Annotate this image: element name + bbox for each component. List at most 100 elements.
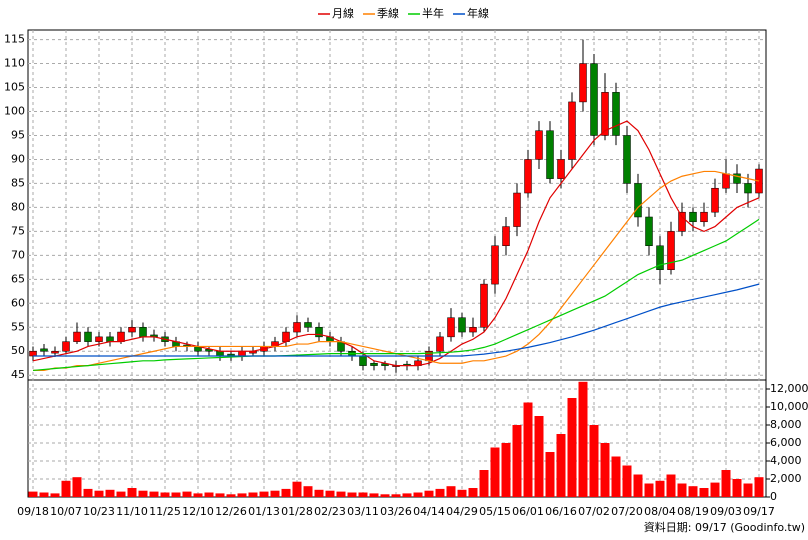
candle-body xyxy=(436,336,444,352)
volume-bar xyxy=(534,416,544,497)
x-tick-label: 09/17 xyxy=(743,505,775,518)
volume-bar xyxy=(501,443,511,497)
volume-bar xyxy=(369,493,379,497)
y-tick-label: 45 xyxy=(11,368,25,381)
volume-bar xyxy=(732,479,742,497)
candle-body xyxy=(359,355,367,366)
legend-label: 半年 xyxy=(422,6,444,20)
volume-bar xyxy=(457,489,467,497)
x-tick-label: 09/18 xyxy=(17,505,49,518)
volume-bar xyxy=(248,492,258,497)
volume-bar xyxy=(699,488,709,497)
x-tick-label: 04/29 xyxy=(446,505,478,518)
candle-body xyxy=(84,331,92,342)
volume-bar xyxy=(237,493,247,497)
x-tick-label: 07/20 xyxy=(611,505,643,518)
volume-bar xyxy=(193,493,203,497)
candle-body xyxy=(634,183,642,218)
candle-body xyxy=(590,63,598,136)
candle-body xyxy=(40,348,48,352)
y-tick-label: 65 xyxy=(11,272,25,285)
candle-body xyxy=(304,322,312,328)
y-tick-label: 80 xyxy=(11,200,25,213)
volume-bar xyxy=(171,492,181,497)
candle-body xyxy=(128,327,136,333)
volume-bar xyxy=(413,492,423,497)
candle-body xyxy=(51,350,59,354)
candle-body xyxy=(139,327,147,338)
plot-frame xyxy=(27,29,767,498)
volume-bar xyxy=(182,491,192,497)
y2-tick-label: 10,000 xyxy=(770,400,808,413)
volume-bar xyxy=(303,486,313,497)
legend-label: 季線 xyxy=(377,6,399,20)
candle-body xyxy=(546,130,554,179)
legend-label: 月線 xyxy=(332,6,354,20)
volume-bar xyxy=(94,490,104,497)
y-tick-label: 100 xyxy=(4,105,25,118)
candle-body xyxy=(568,101,576,160)
x-tick-label: 03/26 xyxy=(380,505,412,518)
y2-tick-label: 4,000 xyxy=(770,454,802,467)
volume-bar xyxy=(710,482,720,497)
candle-body xyxy=(535,130,543,160)
y-tick-label: 55 xyxy=(11,320,25,333)
y2-tick-label: 0 xyxy=(770,490,777,503)
x-tick-label: 05/15 xyxy=(479,505,511,518)
volume-bar xyxy=(677,483,687,497)
volume-bar xyxy=(292,481,302,497)
candle-body xyxy=(315,327,323,338)
volume-bar xyxy=(754,477,764,497)
x-tick-label: 01/28 xyxy=(281,505,313,518)
candle-body xyxy=(95,336,103,342)
candle-body xyxy=(29,350,37,357)
volume-bar xyxy=(160,492,170,497)
volume-bar xyxy=(523,402,533,497)
volume-bar xyxy=(424,490,434,497)
candle-body xyxy=(623,135,631,184)
candle-body xyxy=(700,211,708,223)
volume-bar xyxy=(512,425,522,497)
volume-bar xyxy=(270,490,280,497)
volume-bar xyxy=(149,491,159,497)
y-tick-label: 115 xyxy=(4,33,25,46)
volume-bar xyxy=(556,434,566,497)
volume-bar xyxy=(391,494,401,497)
y2-tick-label: 12,000 xyxy=(770,382,808,395)
x-tick-label: 06/16 xyxy=(545,505,577,518)
volume-bar xyxy=(259,491,269,497)
candle-body xyxy=(678,211,686,232)
candle-body xyxy=(106,336,114,342)
volume-bar xyxy=(215,493,225,497)
volume-bar xyxy=(281,488,291,497)
candle-body xyxy=(733,173,741,184)
x-tick-label: 08/04 xyxy=(644,505,676,518)
candle-body xyxy=(524,159,532,194)
y-tick-label: 110 xyxy=(4,57,25,70)
volume-bar xyxy=(688,486,698,497)
volume-bar xyxy=(39,492,49,497)
volume-bar xyxy=(578,381,588,497)
y2-tick-label: 6,000 xyxy=(770,436,802,449)
candle-body xyxy=(480,283,488,328)
x-tick-label: 02/23 xyxy=(314,505,346,518)
volume-bar xyxy=(72,477,82,497)
volume-bar xyxy=(468,488,478,497)
candle-body xyxy=(711,187,719,213)
y-tick-label: 70 xyxy=(11,248,25,261)
volume-bar xyxy=(127,488,137,497)
x-tick-label: 10/23 xyxy=(83,505,115,518)
candle-body xyxy=(491,245,499,285)
volume-bar xyxy=(479,470,489,497)
volume-bar xyxy=(644,483,654,497)
candle-body xyxy=(744,183,752,194)
volume-bar xyxy=(325,490,335,497)
candle-body xyxy=(513,192,521,227)
candle-body xyxy=(62,341,70,352)
volume-bar xyxy=(446,486,456,497)
x-tick-label: 11/10 xyxy=(116,505,148,518)
candle-body xyxy=(667,231,675,270)
x-tick-label: 06/01 xyxy=(512,505,544,518)
y-tick-label: 90 xyxy=(11,152,25,165)
candle-body xyxy=(469,327,477,333)
